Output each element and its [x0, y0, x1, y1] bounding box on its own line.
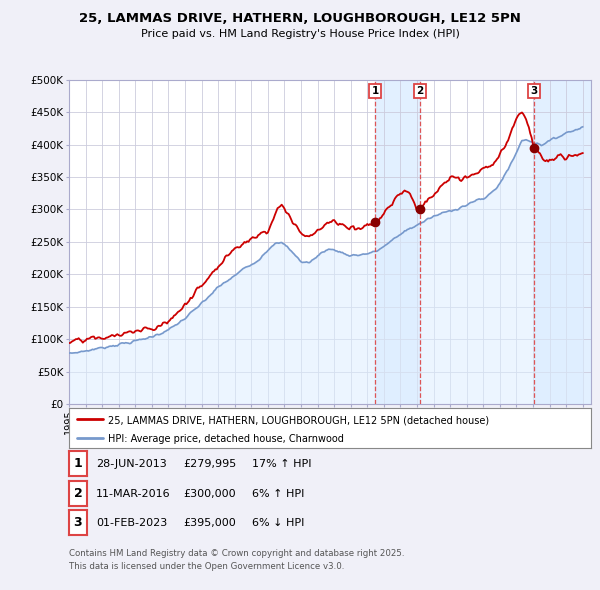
Text: 6% ↓ HPI: 6% ↓ HPI: [252, 518, 304, 528]
Text: Contains HM Land Registry data © Crown copyright and database right 2025.: Contains HM Land Registry data © Crown c…: [69, 549, 404, 558]
Text: This data is licensed under the Open Government Licence v3.0.: This data is licensed under the Open Gov…: [69, 562, 344, 571]
Bar: [535, 80, 591, 404]
Text: 17% ↑ HPI: 17% ↑ HPI: [252, 459, 311, 469]
Text: 3: 3: [74, 516, 82, 529]
Text: £395,000: £395,000: [183, 518, 236, 528]
Text: £300,000: £300,000: [183, 489, 236, 499]
Text: 25, LAMMAS DRIVE, HATHERN, LOUGHBOROUGH, LE12 5PN (detached house): 25, LAMMAS DRIVE, HATHERN, LOUGHBOROUGH,…: [108, 415, 489, 425]
Text: 28-JUN-2013: 28-JUN-2013: [96, 459, 167, 469]
Text: 11-MAR-2016: 11-MAR-2016: [96, 489, 170, 499]
Text: 25, LAMMAS DRIVE, HATHERN, LOUGHBOROUGH, LE12 5PN: 25, LAMMAS DRIVE, HATHERN, LOUGHBOROUGH,…: [79, 12, 521, 25]
Text: 01-FEB-2023: 01-FEB-2023: [96, 518, 167, 528]
Text: £279,995: £279,995: [183, 459, 236, 469]
Text: 6% ↑ HPI: 6% ↑ HPI: [252, 489, 304, 499]
Text: 2: 2: [416, 86, 424, 96]
Text: HPI: Average price, detached house, Charnwood: HPI: Average price, detached house, Char…: [108, 434, 344, 444]
Text: Price paid vs. HM Land Registry's House Price Index (HPI): Price paid vs. HM Land Registry's House …: [140, 29, 460, 38]
Text: 3: 3: [531, 86, 538, 96]
Text: 1: 1: [372, 86, 379, 96]
Text: 2: 2: [74, 487, 82, 500]
Bar: [376, 80, 420, 404]
Text: 1: 1: [74, 457, 82, 470]
